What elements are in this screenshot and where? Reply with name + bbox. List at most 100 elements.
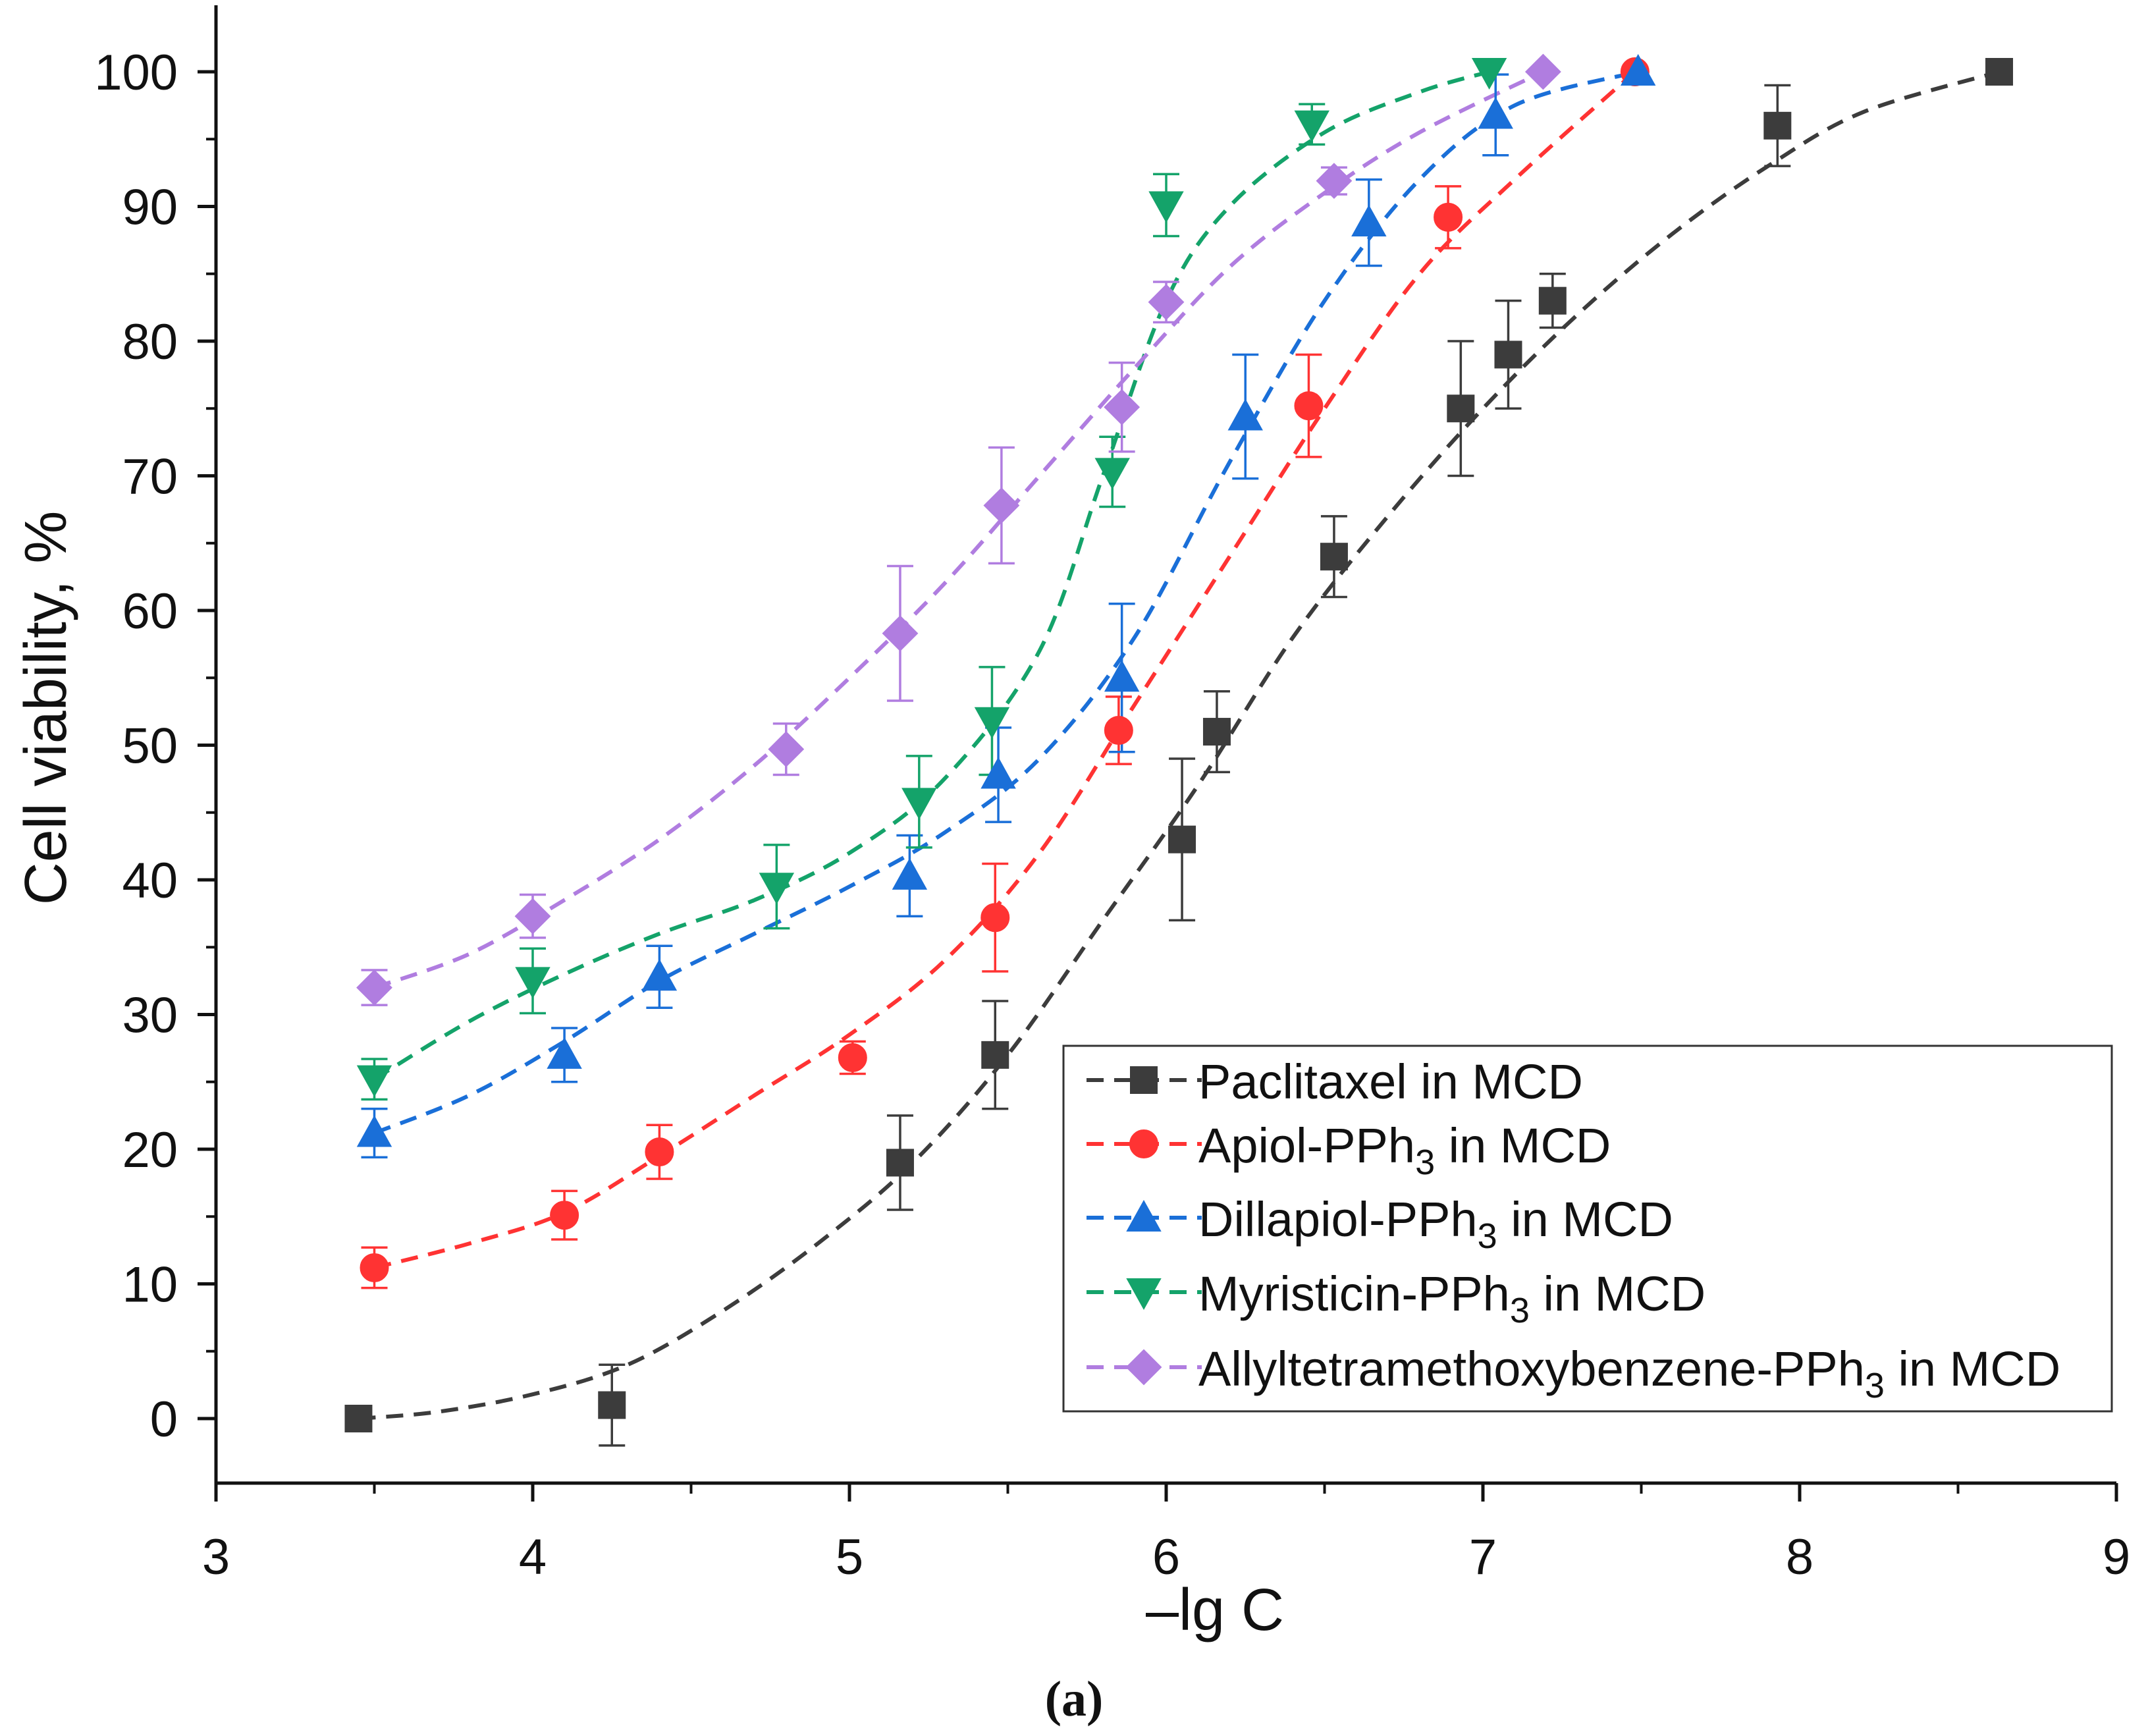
data-point-series-5	[1316, 163, 1353, 200]
data-point-series-5	[514, 898, 551, 935]
data-point-series-4	[1148, 191, 1184, 223]
data-point-series-2	[838, 1043, 867, 1072]
legend-label-tail: in MCD	[1530, 1266, 1705, 1321]
x-tick-label: 8	[1786, 1529, 1813, 1585]
y-tick-label: 70	[122, 449, 178, 505]
data-point-series-3	[1478, 97, 1513, 129]
data-point-series-4	[901, 788, 937, 820]
fit-curve-series-5	[373, 70, 1544, 990]
data-point-series-3	[1104, 660, 1140, 692]
legend-label-tail: in MCD	[1435, 1118, 1611, 1173]
data-point-series-4	[974, 707, 1010, 739]
legend-marker	[1130, 1066, 1158, 1094]
fit-curve-series-3	[373, 70, 1639, 1135]
x-tick-label: 9	[2103, 1529, 2130, 1585]
x-ticks: 3 4 5 6 7 8 9	[202, 1483, 2130, 1585]
y-tick-label: 100	[94, 45, 178, 101]
x-tick-label: 7	[1469, 1529, 1497, 1585]
y-tick-label: 20	[122, 1122, 178, 1178]
legend-label-subscript: 3	[1478, 1216, 1497, 1256]
data-point-series-3	[1620, 53, 1656, 86]
data-point-series-1	[1168, 825, 1196, 854]
data-point-series-3	[356, 1115, 392, 1147]
legend-label-tail: in MCD	[1885, 1342, 2060, 1396]
legend-marker	[1126, 1278, 1162, 1311]
data-point-series-1	[1985, 58, 2014, 86]
y-tick-label: 50	[122, 719, 178, 774]
data-point-series-2	[645, 1137, 674, 1167]
x-tick-label: 3	[202, 1529, 230, 1585]
legend-label-subscript: 3	[1865, 1366, 1885, 1405]
data-point-series-4	[759, 873, 795, 905]
data-point-series-2	[360, 1253, 389, 1282]
y-tick-label: 60	[122, 583, 178, 639]
data-point-series-5	[1524, 53, 1561, 90]
x-tick-label: 6	[1152, 1529, 1180, 1585]
data-point-series-4	[1294, 110, 1329, 142]
legend-label-main: Allyltetramethoxybenzene-PPh	[1198, 1342, 1865, 1396]
data-point-series-5	[1104, 389, 1141, 425]
data-point-series-1	[598, 1391, 626, 1419]
data-point-series-1	[1320, 543, 1348, 571]
legend-label: Myristicin-PPh3 in MCD	[1198, 1266, 1705, 1330]
data-point-series-4	[356, 1065, 392, 1097]
data-point-series-5	[768, 731, 805, 768]
data-point-series-1	[1494, 340, 1522, 369]
data-point-series-4	[1471, 58, 1507, 90]
data-point-series-1	[1538, 286, 1567, 315]
data-point-series-5	[356, 969, 392, 1006]
legend-label-subscript: 3	[1415, 1143, 1435, 1182]
fit-curve-series-4	[373, 70, 1490, 1081]
y-tick-label: 40	[122, 853, 178, 909]
legend-label-subscript: 3	[1510, 1291, 1530, 1330]
data-point-series-3	[1351, 204, 1387, 237]
legend-label-main: Paclitaxel in MCD	[1198, 1054, 1583, 1109]
figure-caption: (a)	[1045, 1671, 1104, 1727]
legend-label: Paclitaxel in MCD	[1198, 1054, 1583, 1109]
data-point-series-1	[886, 1149, 914, 1177]
data-point-series-5	[983, 487, 1020, 524]
data-point-series-2	[1434, 202, 1463, 232]
legend-marker	[1129, 1129, 1158, 1158]
data-point-series-1	[981, 1041, 1009, 1069]
data-point-series-3	[892, 857, 928, 890]
data-point-series-1	[1447, 394, 1475, 423]
data-point-series-5	[882, 615, 919, 652]
y-axis-label: Cell viability, %	[13, 511, 79, 906]
y-tick-label: 10	[122, 1257, 178, 1313]
legend-box	[1062, 1044, 2113, 1413]
legend-label-main: Apiol-PPh	[1198, 1118, 1415, 1173]
y-tick-label: 30	[122, 988, 178, 1044]
y-tick-label: 90	[122, 180, 178, 236]
data-point-series-4	[1094, 458, 1130, 490]
legend-label: Apiol-PPh3 in MCD	[1198, 1118, 1611, 1182]
legend-label-main: Dillapiol-PPh	[1198, 1192, 1478, 1247]
y-ticks: 0 10 20 30 40 50 60 70 80 90 100	[94, 45, 216, 1448]
data-point-series-1	[1763, 111, 1792, 140]
data-point-series-2	[1294, 391, 1324, 421]
legend-label: Dillapiol-PPh3 in MCD	[1198, 1192, 1673, 1256]
x-axis-label: –lg C	[1146, 1577, 1284, 1643]
x-tick-label: 4	[519, 1529, 547, 1585]
fit-curve-series-1	[358, 70, 2000, 1421]
data-point-series-2	[980, 903, 1010, 933]
legend-marker	[1126, 1199, 1162, 1232]
x-tick-label: 5	[836, 1529, 863, 1585]
fit-curves	[358, 70, 2000, 1421]
data-point-series-3	[641, 959, 678, 991]
legend-label-main: Myristicin-PPh	[1198, 1266, 1510, 1321]
data-point-series-5	[1148, 284, 1185, 321]
data-point-series-3	[980, 757, 1016, 789]
data-point-series-2	[1104, 716, 1133, 746]
data-point-series-1	[344, 1405, 373, 1432]
legend-label-tail: in MCD	[1497, 1192, 1673, 1247]
data-point-series-3	[1227, 398, 1263, 431]
legend-marker	[1125, 1349, 1162, 1386]
y-tick-label: 0	[150, 1392, 178, 1448]
legend-label: Allyltetramethoxybenzene-PPh3 in MCD	[1198, 1342, 2060, 1405]
data-point-series-1	[1202, 718, 1231, 746]
data-point-series-4	[515, 967, 550, 999]
y-tick-label: 80	[122, 314, 178, 370]
